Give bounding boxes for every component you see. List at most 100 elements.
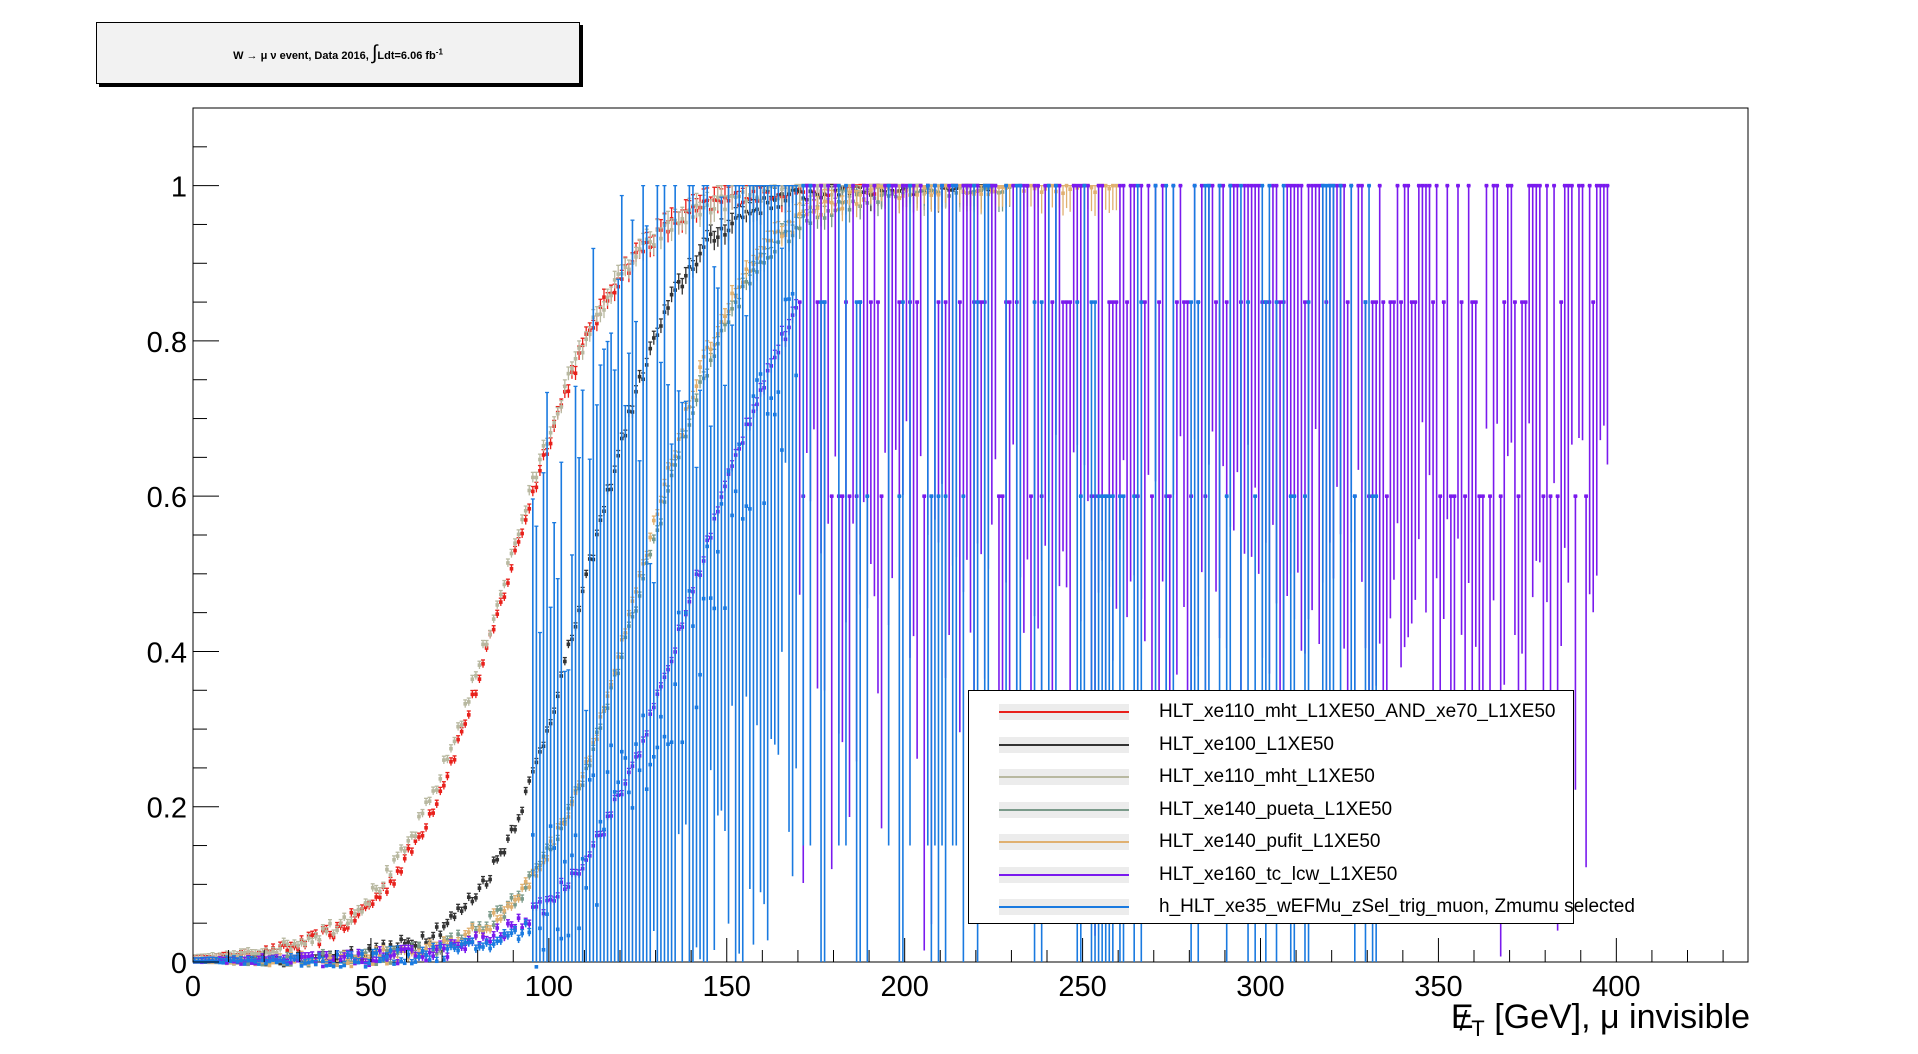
data-point [541, 947, 546, 952]
data-point [1516, 494, 1521, 498]
data-point [979, 192, 983, 196]
data-point [1007, 183, 1012, 188]
data-point [587, 778, 592, 782]
data-point [609, 743, 613, 748]
data-point [893, 183, 898, 188]
data-point [958, 183, 962, 188]
data-point [498, 907, 503, 912]
data-point [289, 947, 293, 951]
data-point [495, 908, 500, 912]
data-point [449, 746, 453, 751]
data-point [523, 879, 528, 884]
data-point [527, 885, 532, 889]
data-point [1463, 494, 1467, 498]
data-point [652, 518, 656, 523]
data-point [979, 300, 983, 304]
data-point [449, 935, 453, 939]
data-point [399, 959, 403, 964]
data-point [260, 950, 265, 955]
data-point [242, 962, 247, 966]
data-point [566, 642, 571, 647]
data-point [513, 548, 517, 553]
data-point [911, 183, 916, 188]
data-point [1022, 183, 1026, 188]
data-point [1125, 300, 1129, 304]
data-point [876, 184, 880, 188]
data-point [1509, 183, 1514, 188]
data-point [577, 926, 581, 931]
data-point [413, 839, 418, 843]
data-point [470, 677, 475, 682]
data-point [1452, 494, 1457, 498]
data-point [502, 931, 507, 936]
data-point [463, 722, 468, 726]
data-point [516, 897, 521, 901]
data-point [321, 951, 325, 956]
data-point [1157, 300, 1161, 304]
data-point [815, 206, 820, 210]
data-point [445, 938, 450, 942]
data-point [1107, 186, 1112, 191]
data-point [413, 834, 418, 838]
data-point [431, 954, 435, 958]
data-point [342, 963, 347, 968]
data-point [285, 962, 290, 967]
data-point [228, 954, 233, 958]
data-point [438, 777, 443, 781]
data-point [481, 878, 485, 883]
data-point [545, 912, 549, 916]
data-point [538, 468, 542, 473]
data-point [708, 347, 713, 352]
data-point [716, 195, 720, 200]
data-point [474, 692, 478, 697]
data-point [427, 799, 432, 804]
data-point [637, 374, 642, 379]
data-point [456, 939, 460, 944]
data-point [363, 965, 368, 969]
data-point [883, 183, 887, 188]
data-point [427, 812, 432, 816]
data-point [634, 742, 638, 746]
data-point [498, 592, 503, 597]
data-point [335, 952, 339, 957]
data-point [730, 306, 734, 311]
data-point [1381, 300, 1386, 304]
data-point [317, 937, 322, 942]
data-point [232, 952, 236, 957]
data-point [271, 960, 275, 965]
data-point [652, 243, 656, 247]
data-point [306, 954, 311, 959]
data-point [563, 384, 567, 389]
data-point [410, 834, 414, 838]
data-point [876, 200, 880, 204]
data-point [1146, 183, 1151, 188]
data-point [257, 952, 261, 956]
data-point [1427, 183, 1432, 188]
data-point [1167, 494, 1172, 498]
data-point [780, 234, 784, 239]
data-point [605, 295, 610, 300]
data-point [502, 850, 507, 855]
data-point [1360, 183, 1364, 188]
data-point [267, 959, 272, 963]
data-point [445, 955, 450, 959]
data-point [869, 300, 873, 304]
data-point [495, 939, 500, 943]
data-point [374, 951, 379, 955]
data-point [417, 835, 421, 839]
data-point [289, 960, 293, 965]
data-point [520, 897, 524, 901]
data-point [1335, 183, 1339, 188]
data-point [438, 789, 443, 794]
data-point [527, 779, 532, 783]
data-point [317, 955, 322, 959]
data-point [566, 389, 571, 394]
data-point [534, 475, 539, 480]
data-point [442, 958, 446, 963]
data-point [495, 857, 500, 862]
data-point [538, 926, 542, 931]
data-point [431, 789, 435, 793]
data-point [1438, 494, 1443, 498]
data-point [520, 926, 524, 930]
data-point [659, 236, 663, 241]
